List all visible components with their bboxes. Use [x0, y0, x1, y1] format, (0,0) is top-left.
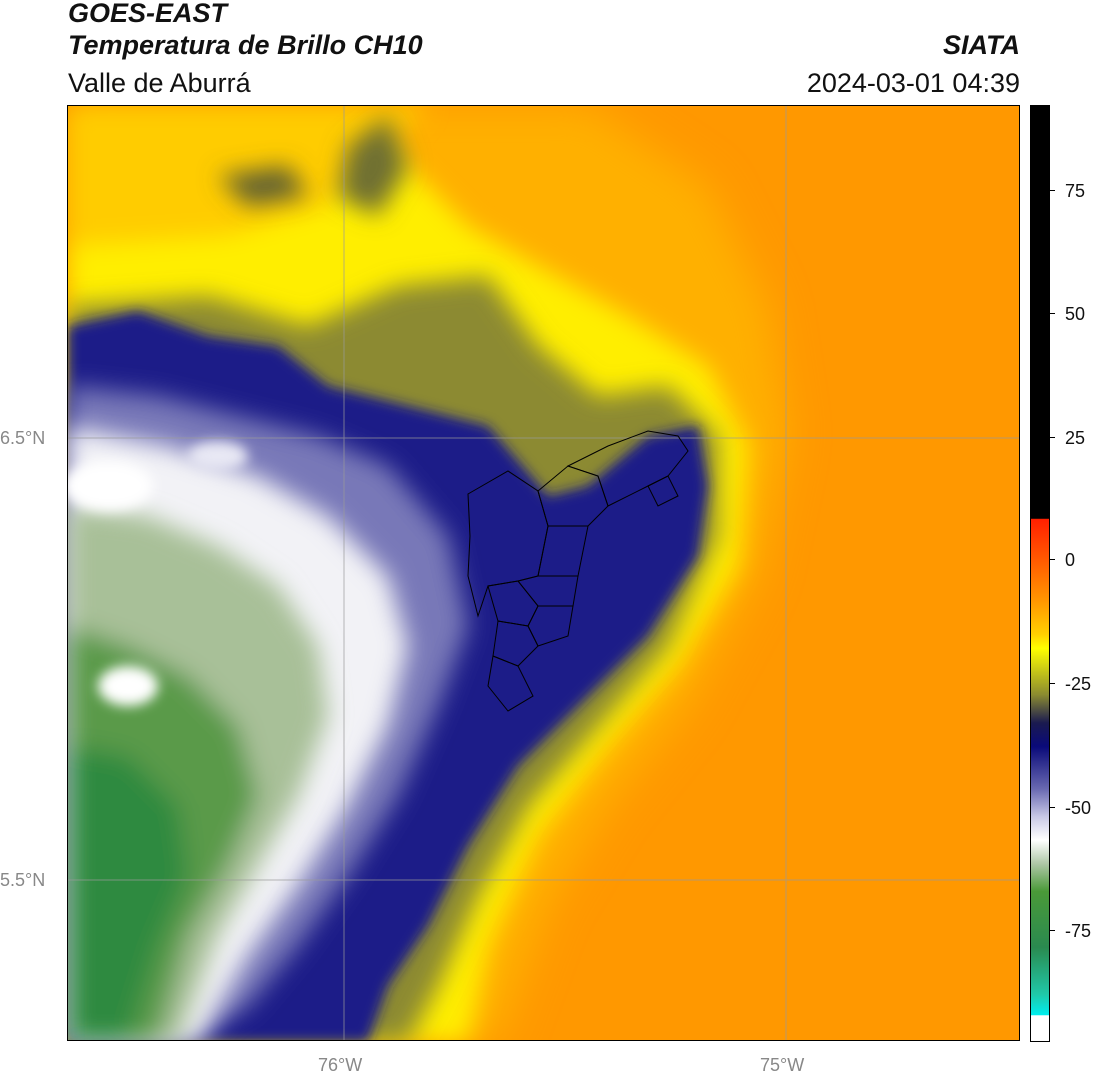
graticule — [68, 106, 1019, 1040]
datetime-label: 2024-03-01 04:39 — [806, 68, 1020, 98]
green-cold-core — [68, 506, 328, 1040]
satellite-title: GOES-EAST — [68, 0, 228, 28]
white-patches — [68, 441, 248, 706]
colorbar-label-50: 50 — [1065, 304, 1086, 324]
colorbar-label-25: 25 — [1065, 428, 1086, 448]
colorbar-tick-neg75 — [1050, 930, 1055, 931]
colorbar-label-neg75: -75 — [1065, 921, 1092, 941]
colorbar-label-75: 75 — [1065, 181, 1086, 201]
colorbar-tick-0 — [1050, 559, 1055, 560]
colorbar-label-neg25: -25 — [1065, 674, 1092, 694]
lat-label-6-5: 6.5°N — [0, 428, 46, 448]
colorbar-tick-25 — [1050, 437, 1055, 438]
colorbar-tick-50 — [1050, 313, 1055, 314]
colorbar-gradient — [1031, 106, 1049, 1041]
region-subtitle: Valle de Aburrá — [68, 68, 251, 98]
organization-label: SIATA — [943, 30, 1020, 60]
colorbar-tick-neg50 — [1050, 807, 1055, 808]
colorbar — [1030, 105, 1050, 1042]
brightness-temperature-map — [67, 105, 1020, 1041]
colorbar-label-0: 0 — [1065, 550, 1076, 570]
map-canvas — [68, 106, 1019, 1040]
colorbar-tick-75 — [1050, 190, 1055, 191]
lon-label-75: 75°W — [760, 1055, 805, 1075]
colorbar-tick-neg25 — [1050, 683, 1055, 684]
lon-label-76: 76°W — [318, 1055, 363, 1075]
colorbar-label-neg50: -50 — [1065, 798, 1092, 818]
product-title: Temperatura de Brillo CH10 — [68, 30, 423, 60]
lat-label-5-5: 5.5°N — [0, 870, 46, 890]
municipal-boundaries — [467, 430, 689, 712]
